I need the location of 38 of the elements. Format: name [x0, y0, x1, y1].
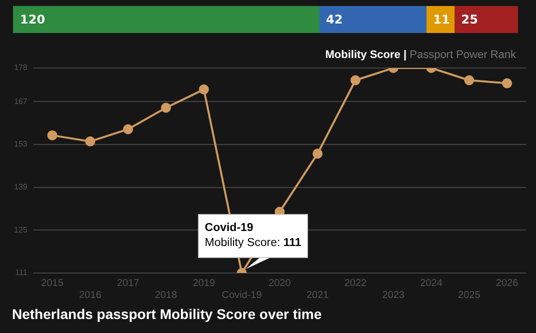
- bar: [454, 6, 518, 33]
- bar: [318, 6, 427, 33]
- point: [47, 130, 58, 140]
- annotation: Covid-19 Mobility Score: 111: [204, 222, 302, 251]
- y-tick-label: 111: [15, 268, 28, 278]
- y-tick-label: 167: [14, 96, 28, 106]
- data-label: 120: [20, 12, 46, 27]
- x-tick-label: 2026: [496, 278, 519, 289]
- x-tick-label: 2017: [116, 278, 140, 289]
- point: [123, 124, 134, 134]
- x-tick-label: 2024: [420, 278, 443, 289]
- x-tick-label: 2022: [344, 278, 368, 289]
- x-tick-label: 2023: [382, 290, 405, 301]
- y-tick-label: 125: [14, 225, 28, 234]
- bar: [13, 6, 320, 33]
- chart-subtitle: Mobility Score | Passport Power Rank: [325, 49, 516, 61]
- x-tick-label: 2018: [154, 290, 178, 301]
- x-tick-label: 2025: [458, 290, 481, 301]
- x-tick-label: 2016: [79, 290, 102, 301]
- point: [502, 78, 512, 88]
- x-tick-label: 2021: [306, 290, 330, 301]
- point: [350, 75, 360, 86]
- y-tick-label: 139: [14, 182, 28, 192]
- point: [198, 84, 209, 94]
- x-tick-label: 2015: [41, 278, 64, 289]
- text: Netherlands passport Mobility Score over time: [12, 306, 322, 322]
- data-label: 42: [326, 12, 343, 27]
- x-tick-label: 2019: [192, 278, 216, 289]
- data-label: 25: [461, 12, 478, 27]
- x-tick-label: 2020: [268, 278, 292, 289]
- data-label: 11: [433, 12, 450, 27]
- point: [85, 136, 96, 146]
- point: [160, 102, 171, 113]
- x-tick-label: Covid-19: [222, 290, 262, 301]
- y-tick-label: 178: [14, 63, 28, 72]
- point: [312, 148, 323, 159]
- point: [464, 75, 474, 86]
- y-tick-label: 153: [14, 140, 28, 149]
